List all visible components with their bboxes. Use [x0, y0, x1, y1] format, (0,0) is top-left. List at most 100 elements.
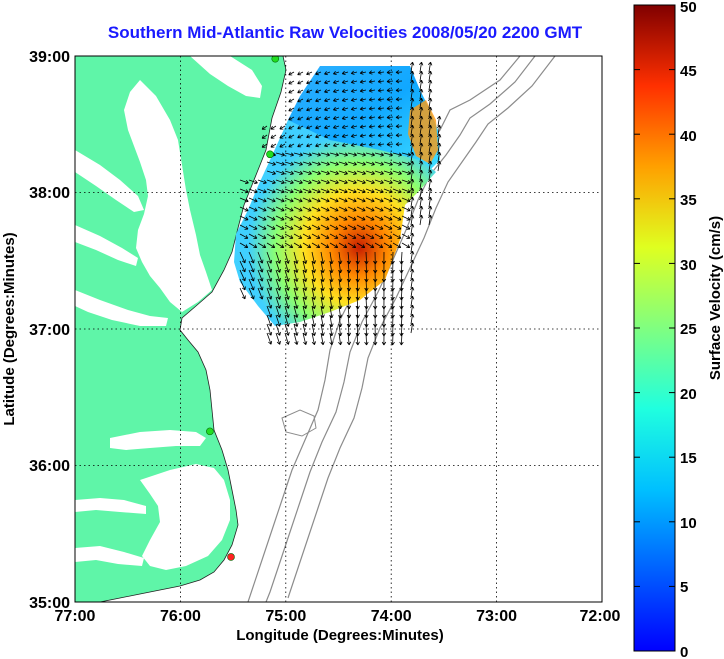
velocity-arrow: [365, 215, 375, 221]
velocity-arrow: [409, 313, 415, 325]
velocity-arrow: [306, 125, 313, 130]
velocity-arrow: [386, 88, 394, 93]
colorbar-tick-marks: [634, 4, 675, 652]
velocity-arrow: [306, 89, 313, 94]
velocity-arrow: [418, 115, 424, 127]
velocity-arrow: [350, 97, 358, 102]
velocity-arrow: [284, 269, 290, 282]
velocity-arrow: [374, 152, 384, 157]
velocity-arrow: [284, 170, 294, 175]
velocity-arrow: [320, 233, 330, 239]
x-axis: 77:00 76:00 75:00 74:00 73:00 72:00 Long…: [55, 608, 621, 644]
velocity-arrow: [275, 242, 285, 248]
velocity-arrow: [356, 215, 366, 221]
velocity-arrow: [320, 215, 330, 221]
velocity-arrow: [248, 269, 255, 282]
colorbar-tick-label: 20: [680, 386, 697, 403]
velocity-arrow: [409, 124, 415, 136]
velocity-arrow: [257, 260, 264, 273]
velocity-arrow: [377, 88, 385, 93]
velocity-arrow: [341, 142, 349, 147]
colorbar-tick-label: 45: [680, 63, 697, 80]
velocity-arrow: [409, 295, 415, 307]
velocity-arrow: [293, 260, 299, 273]
station-marker: [227, 553, 235, 561]
velocity-arrow: [356, 179, 366, 185]
velocity-arrow: [409, 322, 415, 334]
velocity-arrow: [288, 98, 295, 103]
velocity-arrow: [347, 179, 357, 185]
velocity-arrow: [275, 233, 285, 239]
velocity-arrow: [293, 179, 303, 185]
y-tick-label: 35:00: [29, 595, 70, 612]
velocity-arrow: [395, 142, 403, 147]
velocity-arrow: [293, 161, 303, 166]
velocity-arrow: [374, 179, 384, 185]
velocity-arrow: [368, 70, 376, 75]
velocity-arrow: [293, 152, 303, 157]
colorbar-gradient: [633, 4, 676, 652]
velocity-arrow: [248, 197, 258, 203]
velocity-arrow: [332, 88, 340, 93]
velocity-arrow: [409, 259, 415, 271]
velocity-arrow: [386, 70, 394, 75]
velocity-arrow: [377, 133, 385, 138]
velocity-arrow: [392, 179, 402, 185]
velocity-arrow: [365, 206, 375, 212]
velocity-arrow: [409, 115, 415, 127]
velocity-arrow: [284, 260, 290, 273]
velocity-arrow: [257, 224, 267, 230]
velocity-arrow: [338, 197, 348, 203]
velocity-field-east: [408, 100, 438, 164]
velocity-arrow: [395, 133, 403, 138]
velocity-arrow: [248, 242, 258, 248]
velocity-arrow: [302, 152, 312, 157]
velocity-arrow: [239, 179, 249, 185]
velocity-arrow: [293, 224, 303, 230]
velocity-arrow: [239, 224, 249, 230]
velocity-arrow: [409, 151, 415, 163]
velocity-arrow: [365, 152, 375, 157]
velocity-arrow: [338, 215, 348, 221]
velocity-arrow: [302, 197, 312, 203]
velocity-arrow: [338, 152, 348, 157]
velocity-arrow: [392, 242, 402, 248]
velocity-arrow: [374, 215, 384, 221]
velocity-arrow: [395, 88, 403, 93]
velocity-arrow: [311, 332, 316, 345]
velocity-arrow: [368, 79, 376, 84]
bathymetry-eddy: [281, 409, 317, 437]
velocity-arrow: [377, 142, 385, 147]
velocity-arrow: [350, 115, 358, 120]
velocity-arrow: [320, 206, 330, 212]
velocity-arrow: [329, 233, 339, 239]
velocity-arrow: [302, 323, 308, 336]
velocity-arrow: [261, 143, 268, 148]
albemarle-sound: [110, 430, 206, 450]
velocity-arrow: [324, 134, 331, 139]
velocity-arrow: [409, 250, 415, 262]
velocity-arrow: [409, 142, 415, 154]
velocity-arrow: [409, 187, 415, 199]
velocity-arrow: [347, 224, 357, 230]
velocity-arrow: [347, 215, 357, 221]
velocity-arrow: [248, 206, 258, 212]
velocity-arrow: [373, 332, 378, 346]
velocity-arrow: [275, 323, 281, 336]
velocity-arrow: [266, 278, 273, 291]
velocity-arrow: [284, 224, 294, 230]
velocity-arrow: [239, 215, 249, 221]
velocity-arrow: [341, 124, 349, 129]
velocity-arrow: [261, 125, 268, 130]
velocity-arrow: [436, 142, 442, 154]
velocity-arrow: [329, 242, 339, 248]
velocity-arrow: [427, 106, 433, 118]
velocity-arrow: [284, 332, 290, 345]
velocity-arrow: [284, 242, 294, 248]
velocity-arrow: [257, 215, 267, 221]
velocity-arrow: [266, 305, 273, 318]
velocity-arrow: [395, 97, 403, 102]
map-title: Southern Mid-Atlantic Raw Velocities 200…: [108, 23, 583, 42]
rappahannock-river: [75, 225, 138, 266]
